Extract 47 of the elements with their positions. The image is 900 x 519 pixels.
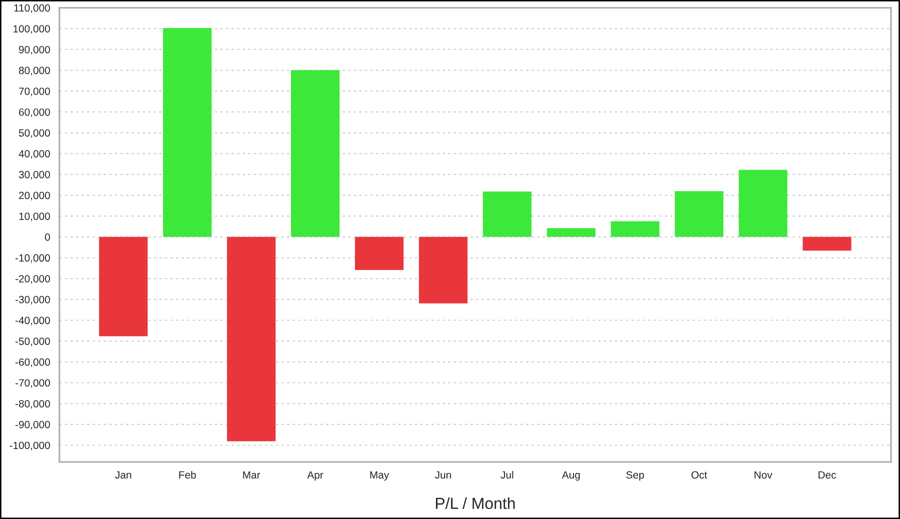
x-tick-label: Mar <box>243 471 260 479</box>
y-tick-label: 100,000 <box>14 25 50 34</box>
bar <box>418 236 468 304</box>
y-tick-label: -60,000 <box>16 358 50 368</box>
y-tick-label: -100,000 <box>10 442 50 450</box>
x-axis-title: P/L / Month <box>436 497 515 510</box>
x-tick-label: May <box>370 471 390 481</box>
bar <box>546 228 596 237</box>
y-tick-label: -40,000 <box>16 316 50 326</box>
y-tick-label: 50,000 <box>18 129 50 138</box>
y-tick-label: -30,000 <box>16 296 50 305</box>
y-tick-label: -70,000 <box>16 379 50 388</box>
x-tick-label: Jun <box>434 471 451 479</box>
bar <box>802 236 852 251</box>
x-tick-label: Oct <box>691 471 708 479</box>
y-tick-label: -10,000 <box>16 254 50 263</box>
y-tick-label: -20,000 <box>16 275 50 284</box>
bar <box>610 221 660 237</box>
bar <box>738 170 788 237</box>
y-tick-label: -50,000 <box>16 338 50 346</box>
y-tick-label: 90,000 <box>19 46 50 55</box>
bar <box>227 236 276 442</box>
y-tick-label: 0 <box>44 233 50 241</box>
y-tick-label: 70,000 <box>19 88 50 96</box>
bar <box>482 192 532 237</box>
x-tick-label: Sep <box>626 471 644 481</box>
y-tick-label: 80,000 <box>18 66 50 76</box>
y-tick-label: 60,000 <box>19 108 50 118</box>
y-tick-label: 10,000 <box>19 212 50 222</box>
bar <box>163 28 212 237</box>
x-tick-label: Jul <box>500 470 514 479</box>
x-tick-label: Nov <box>754 471 772 479</box>
y-tick-label: -80,000 <box>16 400 50 409</box>
x-tick-label: Dec <box>818 471 836 479</box>
bar <box>290 70 340 237</box>
y-tick-label: -90,000 <box>16 420 50 430</box>
bar <box>354 236 404 270</box>
y-tick-label: 40,000 <box>18 150 50 159</box>
bar <box>674 191 724 237</box>
y-tick-label: 20,000 <box>19 192 50 200</box>
y-tick-label: 30,000 <box>18 170 50 180</box>
y-tick-label: 110,000 <box>14 4 50 13</box>
x-tick-label: Feb <box>179 470 196 479</box>
bar <box>99 236 148 336</box>
x-tick-label: Jan <box>115 471 132 479</box>
x-tick-label: Aug <box>562 471 580 481</box>
x-tick-label: Apr <box>307 471 324 481</box>
